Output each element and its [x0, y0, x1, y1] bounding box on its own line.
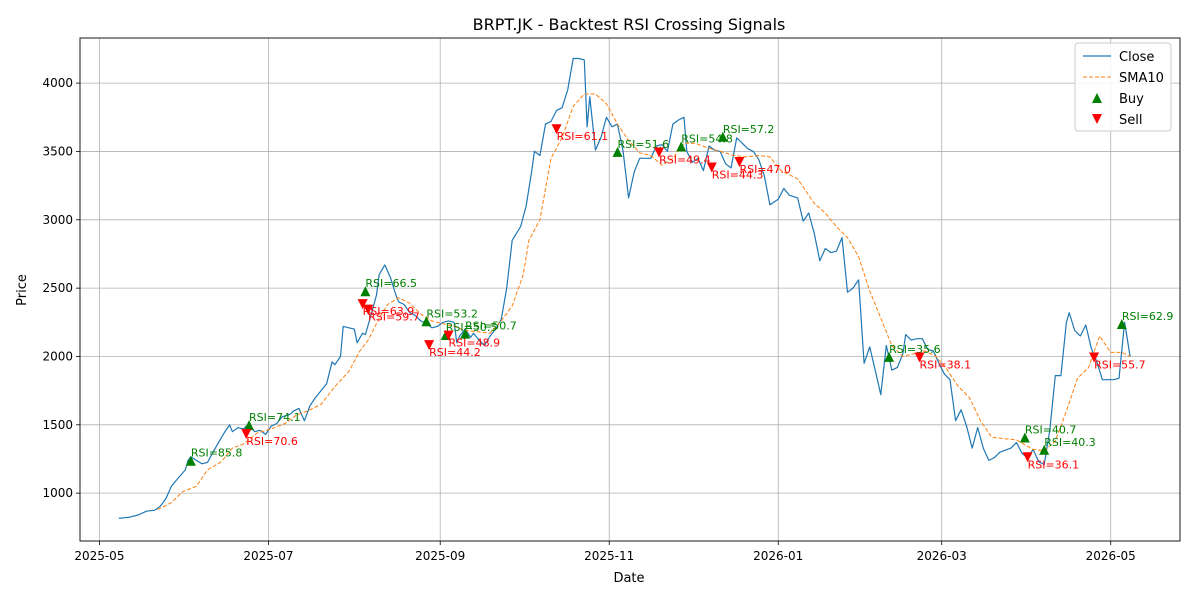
buy-signal-marker	[612, 146, 623, 157]
sell-signal-label: RSI=44.2	[429, 346, 481, 359]
buy-signal-label: RSI=35.6	[889, 343, 941, 356]
buy-signal-marker	[884, 351, 895, 362]
legend-buy-marker	[1092, 93, 1102, 103]
x-tick-label: 2025-09	[415, 549, 465, 563]
y-tick-label: 1500	[42, 418, 73, 432]
x-tick-label: 2026-03	[917, 549, 967, 563]
y-tick-label: 3500	[42, 144, 73, 158]
buy-signal-marker	[717, 131, 728, 142]
sell-signal-label: RSI=36.1	[1028, 458, 1080, 471]
sell-signal-label: RSI=49.4	[659, 153, 711, 166]
buy-signal-marker	[244, 420, 255, 431]
series	[118, 57, 1131, 519]
grid	[80, 38, 1180, 541]
sell-signal-marker	[241, 429, 252, 440]
sell-signal-label: RSI=44.3	[712, 168, 764, 181]
x-tick-label: 2026-01	[753, 549, 803, 563]
buy-signal-label: RSI=54.8	[681, 132, 733, 145]
chart-title: BRPT.JK - Backtest RSI Crossing Signals	[473, 15, 786, 34]
buy-signal-label: RSI=62.9	[1122, 310, 1174, 323]
sell-signal-label: RSI=61.1	[557, 130, 609, 143]
sell-signal-label: RSI=70.6	[246, 435, 298, 448]
legend-sma10-label: SMA10	[1119, 71, 1164, 86]
legend-sell-marker	[1092, 114, 1102, 124]
sell-signal-label: RSI=63.9	[363, 305, 415, 318]
y-tick-label: 2000	[42, 349, 73, 363]
sell-signal-label: RSI=47.0	[739, 163, 791, 176]
sell-signal-marker	[551, 124, 562, 135]
sell-signal-label: RSI=38.1	[920, 358, 972, 371]
buy-signal-marker	[676, 141, 687, 152]
sell-signal-marker	[706, 162, 717, 173]
x-axis-label: Date	[613, 571, 644, 586]
sell-signal-marker	[1022, 452, 1033, 463]
legend-sell-label: Sell	[1119, 113, 1142, 128]
sell-signal-marker	[424, 340, 435, 351]
y-tick-label: 2500	[42, 281, 73, 295]
sell-signal-marker	[734, 157, 745, 168]
buy-signal-label: RSI=40.7	[1025, 423, 1077, 436]
y-axis-label: Price	[15, 274, 30, 306]
buy-signal-marker	[1116, 319, 1127, 330]
legend-box	[1074, 42, 1172, 132]
buy-signal-marker	[185, 455, 196, 466]
y-tick-label: 1000	[42, 486, 73, 500]
plot-frame	[79, 37, 1181, 542]
x-tick-label: 2026-05	[1086, 549, 1136, 563]
buy-signal-marker	[360, 286, 371, 297]
buy-signal-label: RSI=85.8	[191, 447, 243, 460]
buy-signal-label: RSI=50.5	[446, 321, 498, 334]
sell-signal-marker	[357, 299, 368, 310]
buy-signal-label: RSI=57.2	[723, 123, 775, 136]
sell-signal-marker	[914, 352, 925, 363]
buy-signal-marker	[1019, 432, 1030, 443]
x-tick-label: 2025-07	[243, 549, 293, 563]
sell-signal-label: RSI=59.7	[368, 311, 420, 324]
sell-signal-marker	[654, 147, 665, 158]
sell-signal-marker	[443, 330, 454, 341]
buy-signal-label: RSI=74.1	[249, 411, 301, 424]
sell-signal-marker	[1089, 352, 1100, 363]
sma10-series-line	[157, 93, 1131, 511]
sell-signal-label: RSI=55.7	[1094, 358, 1146, 371]
axes: 2025-05 2025-07 2025-09 2025-11 2026-01 2026-…	[42, 76, 1135, 563]
buy-signal-marker	[1039, 444, 1050, 455]
x-tick-label: 2025-11	[584, 549, 634, 563]
buy-signal-marker	[421, 316, 432, 327]
x-tick-label: 2025-05	[74, 549, 124, 563]
legend-close-label: Close	[1119, 50, 1154, 65]
legend: Close SMA10 Buy Sell	[1074, 42, 1172, 132]
signals: RSI=85.8 RSI=74.1 RSI=66.5 RSI=53.2RSI=50.5…	[185, 123, 1174, 471]
legend-buy-label: Buy	[1119, 92, 1144, 107]
close-series-line	[118, 57, 1131, 519]
buy-signal-label: RSI=53.2	[426, 307, 478, 320]
buy-signal-marker	[460, 328, 471, 339]
sell-signal-label: RSI=48.9	[449, 337, 501, 350]
buy-signal-label: RSI=50.7	[465, 320, 517, 333]
y-tick-label: 3000	[42, 213, 73, 227]
buy-signal-label: RSI=40.3	[1044, 436, 1096, 449]
y-tick-label: 4000	[42, 76, 73, 90]
buy-signal-label: RSI=66.5	[365, 277, 417, 290]
sell-signal-marker	[363, 304, 374, 315]
